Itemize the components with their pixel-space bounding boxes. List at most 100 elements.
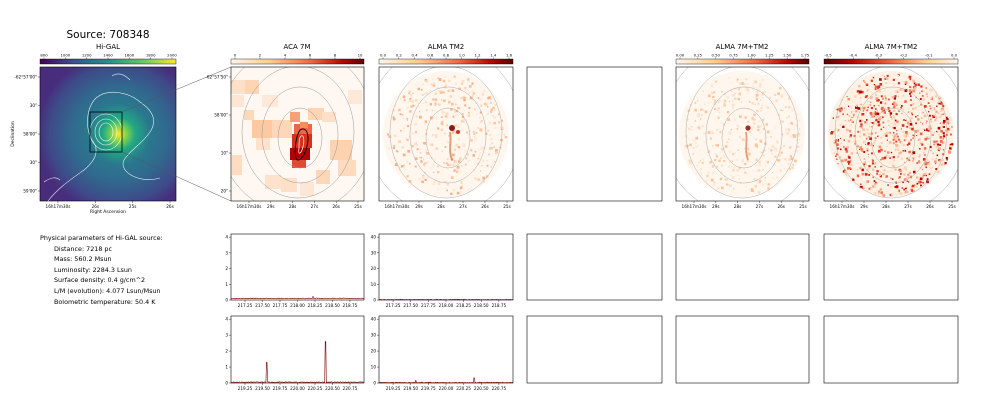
noise-speckle (858, 85, 861, 88)
noise-speckle (856, 152, 858, 154)
noise-speckle (460, 164, 464, 167)
noise-speckle (497, 134, 499, 136)
noise-speckle (720, 157, 722, 159)
noise-speckle (729, 174, 732, 177)
noise-speckle (764, 165, 767, 167)
noise-speckle (849, 137, 852, 140)
noise-speckle (713, 101, 717, 105)
noise-speckle (431, 156, 433, 159)
noise-speckle (890, 186, 892, 188)
noise-speckle (757, 125, 760, 129)
noise-speckle (880, 186, 883, 188)
tick-label: 3 (225, 250, 228, 255)
noise-speckle (922, 118, 924, 120)
ra-ticks: 16h17m30s 29s 28s 27s 26s 25s (385, 201, 511, 209)
noise-speckle (401, 165, 404, 168)
noise-speckle (948, 144, 952, 148)
noise-speckle (883, 169, 886, 172)
noise-speckle (921, 174, 924, 178)
noise-speckle (868, 156, 870, 158)
noise-speckle (475, 101, 478, 104)
noise-speckle (751, 128, 753, 131)
noise-speckle (482, 176, 486, 180)
noise-speckle (478, 148, 481, 151)
noise-speckle (395, 150, 398, 153)
emission-pixel (281, 178, 297, 192)
noise-speckle (493, 121, 496, 125)
noise-speckle (490, 143, 492, 145)
param-l-over-m: L/M (evolution): 4.077 Lsun/Msun (54, 286, 161, 295)
noise-speckle (687, 118, 689, 120)
noise-speckle (433, 158, 436, 161)
noise-speckle (850, 119, 854, 123)
noise-speckle (721, 186, 724, 190)
noise-speckle (756, 181, 760, 184)
noise-speckle (438, 78, 442, 81)
noise-speckle (858, 135, 861, 138)
noise-speckle (841, 146, 844, 149)
noise-speckle (910, 139, 912, 141)
noise-speckle (456, 165, 460, 169)
noise-speckle (946, 127, 950, 131)
noise-speckle (864, 121, 867, 124)
noise-speckle (836, 143, 839, 146)
tick-label: -0.1 (925, 53, 933, 58)
tick-label: 220.75 (343, 386, 358, 391)
noise-speckle (871, 167, 874, 170)
noise-speckle (926, 95, 928, 98)
noise-speckle (490, 108, 493, 111)
colorbar-ticks: -0.5 -0.4 -0.3 -0.2 -0.1 0.0 (824, 53, 958, 59)
noise-speckle (770, 88, 772, 90)
noise-speckle (734, 97, 737, 100)
noise-speckle (850, 111, 853, 113)
noise-speckle (427, 138, 429, 141)
noise-speckle (426, 80, 428, 83)
noise-speckle (426, 109, 428, 111)
noise-speckle (765, 160, 768, 163)
noise-speckle (473, 141, 475, 143)
noise-speckle (862, 107, 866, 110)
noise-speckle (856, 169, 859, 171)
noise-speckle (919, 177, 923, 181)
noise-speckle (402, 153, 406, 157)
noise-speckle (786, 132, 790, 135)
noise-speckle (720, 171, 723, 174)
tick-label: 26s (92, 204, 100, 209)
param-bolometric-temperature: Bolometric temperature: 50.4 K (54, 297, 156, 306)
noise-speckle (781, 120, 784, 123)
noise-speckle (855, 106, 858, 109)
noise-speckle (424, 120, 427, 123)
noise-speckle (416, 84, 418, 86)
noise-speckle (750, 188, 754, 191)
noise-speckle (884, 95, 886, 98)
noise-speckle (874, 85, 878, 88)
noise-speckle (446, 183, 449, 186)
noise-speckle (857, 107, 861, 110)
noise-speckle (906, 157, 909, 160)
noise-speckle (760, 109, 762, 112)
noise-speckle (913, 135, 915, 137)
noise-speckle (779, 169, 782, 172)
noise-speckle (876, 109, 879, 111)
noise-speckle (902, 181, 904, 184)
noise-speckle (454, 110, 457, 113)
noise-speckle (877, 149, 881, 153)
noise-speckle (424, 172, 426, 174)
tick-label: 220.50 (325, 386, 340, 391)
noise-speckle (721, 91, 723, 93)
empty-spectrum-panel (675, 233, 810, 301)
noise-speckle (394, 163, 398, 166)
noise-speckle (913, 82, 916, 85)
alma-tm2-panel: ALMA TM2 0.0 0.2 0.4 0.6 0.8 1.0 1.2 1.4 1.6 16h… (378, 43, 514, 209)
noise-speckle (840, 137, 842, 139)
noise-speckle (410, 105, 413, 108)
noise-speckle (880, 165, 882, 168)
noise-speckle (866, 109, 869, 112)
noise-speckle (922, 111, 924, 114)
noise-speckle (760, 99, 762, 101)
noise-speckle (489, 147, 492, 150)
noise-speckle (459, 186, 463, 190)
noise-speckle (933, 114, 936, 117)
noise-speckle (414, 123, 417, 126)
